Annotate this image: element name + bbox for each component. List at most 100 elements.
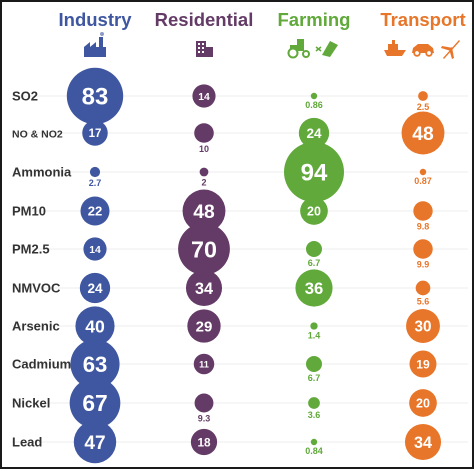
building-icon: [196, 41, 213, 57]
bubble: [406, 309, 440, 343]
bubble-value-label: 83: [82, 84, 109, 111]
bubble-value-label: 1.4: [308, 331, 321, 341]
column-header: Residential: [155, 9, 254, 30]
plane-icon: [441, 40, 460, 59]
bubble: [187, 309, 221, 343]
bubble-value-label: 67: [82, 390, 107, 416]
bubble: [185, 269, 223, 307]
bubble-value-label: 9.8: [417, 222, 430, 232]
bubble-value-label: 20: [416, 396, 430, 410]
bubble: [178, 223, 230, 275]
bubble: [194, 393, 214, 413]
ship-icon: [384, 40, 406, 56]
tractor-icon: [287, 39, 310, 59]
bubble: [73, 420, 117, 464]
bubble-value-label: 2.5: [417, 102, 430, 112]
row-label: NO & NO2: [12, 129, 63, 141]
bubble-value-label: 29: [196, 318, 213, 335]
row-label: PM10: [12, 204, 46, 219]
bubble: [308, 397, 320, 409]
bubble-value-label: 63: [83, 352, 108, 377]
bubble: [404, 423, 442, 461]
bubble: [413, 239, 433, 259]
bubble-value-label: 34: [414, 434, 432, 452]
bubble-value-label: 5.6: [417, 296, 430, 306]
bubble-value-label: 0.84: [305, 446, 323, 456]
bubble-value-label: 17: [89, 128, 102, 140]
bubble-value-label: 30: [414, 318, 431, 335]
bubble-value-label: 40: [85, 316, 105, 336]
bubble-value-label: 6.7: [308, 373, 321, 383]
bubble: [83, 237, 107, 261]
bubble: [199, 167, 209, 177]
bubble-value-label: 10: [199, 144, 209, 154]
row-label: PM2.5: [12, 242, 50, 257]
bubble: [300, 197, 328, 225]
bubble-value-label: 9.3: [198, 413, 211, 423]
row-label: NMVOC: [12, 281, 61, 296]
bubble-value-label: 14: [89, 245, 101, 256]
bubble: [419, 168, 427, 176]
factory-icon: [84, 32, 106, 57]
bubble-value-label: 22: [88, 204, 103, 219]
bubble: [415, 280, 431, 296]
bubble: [80, 196, 110, 226]
bubble-value-label: 9.9: [417, 260, 430, 270]
bubble-value-label: 70: [191, 236, 217, 262]
bubble-value-label: 6.7: [308, 258, 321, 268]
bubble: [413, 201, 433, 221]
bubble: [310, 438, 318, 446]
bubble: [305, 355, 323, 373]
bubble-value-label: 14: [198, 92, 210, 103]
bubble: [409, 350, 437, 378]
bubble-value-label: 0.86: [305, 100, 323, 110]
bubble: [401, 111, 445, 155]
bubble: [66, 67, 124, 125]
bubble: [192, 84, 216, 108]
bubble: [295, 269, 333, 307]
row-label: Cadmium: [12, 357, 71, 372]
bubble: [409, 389, 437, 417]
row-label: Ammonia: [12, 165, 72, 180]
bubble: [70, 339, 120, 389]
bubble: [310, 322, 318, 330]
bubble-value-label: 48: [412, 124, 434, 145]
bubble: [82, 120, 108, 146]
bubble: [182, 189, 226, 233]
bubble-value-label: 0.87: [414, 176, 432, 186]
bubble: [418, 91, 428, 101]
bubble: [310, 92, 318, 100]
bubble: [194, 123, 214, 143]
bubble-value-label: 2.7: [89, 178, 102, 188]
bubble-value-label: 2: [201, 177, 206, 187]
fertilizer-icon: [315, 41, 338, 57]
bubble: [193, 353, 215, 375]
bubble-value-label: 34: [195, 280, 213, 298]
bubble: [305, 240, 323, 258]
bubble-value-label: 11: [199, 359, 209, 369]
bubble: [190, 428, 218, 456]
bubble: [75, 306, 115, 346]
row-label: Arsenic: [12, 319, 60, 334]
column-header: Farming: [278, 9, 351, 30]
bubble-value-label: 94: [301, 160, 328, 187]
bubble: [69, 377, 121, 429]
bubble: [298, 117, 330, 149]
bubble: [79, 272, 111, 304]
bubble-value-label: 20: [307, 204, 321, 218]
column-header: Industry: [59, 9, 133, 30]
row-label: Nickel: [12, 396, 50, 411]
bubble: [284, 142, 344, 202]
row-label: SO2: [12, 89, 38, 104]
bubble-value-label: 19: [416, 357, 430, 371]
bubble-value-label: 3.6: [308, 410, 321, 420]
bubble-value-label: 24: [87, 281, 103, 296]
bubble-value-label: 36: [305, 279, 324, 298]
bubble-value-label: 24: [306, 126, 322, 141]
column-header: Transport: [380, 9, 465, 30]
bubble: [89, 166, 101, 178]
bubble-value-label: 47: [84, 433, 105, 454]
bubble-value-label: 48: [193, 202, 215, 223]
